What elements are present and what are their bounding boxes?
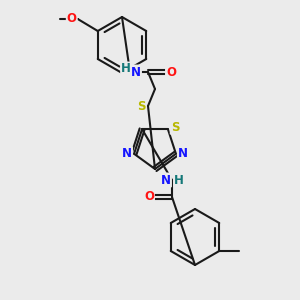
Text: N: N — [131, 65, 141, 79]
Text: O: O — [166, 65, 176, 79]
Text: O: O — [144, 190, 154, 203]
Text: O: O — [67, 13, 77, 26]
Text: N: N — [178, 147, 188, 160]
Text: N: N — [122, 147, 132, 160]
Text: S: S — [137, 100, 145, 112]
Text: N: N — [161, 173, 171, 187]
Text: S: S — [171, 121, 179, 134]
Text: H: H — [174, 173, 184, 187]
Text: H: H — [121, 62, 131, 76]
